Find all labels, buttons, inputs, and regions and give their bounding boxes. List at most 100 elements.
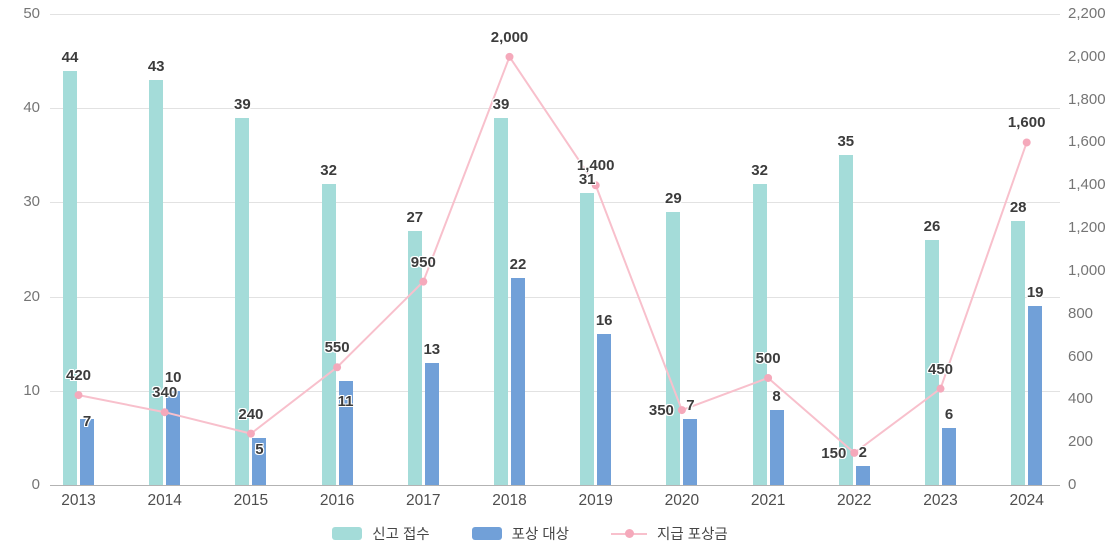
legend-label: 지급 포상금: [657, 527, 728, 543]
line-point[interactable]: [505, 52, 514, 61]
reward-amount-line: [78, 54, 1028, 455]
bar-reports-received[interactable]: [580, 192, 595, 485]
line-value-label: 240: [238, 405, 264, 423]
bar-reports-received[interactable]: [838, 155, 853, 485]
bar-value-label: 2: [858, 444, 867, 462]
bar-reports-received[interactable]: [63, 70, 77, 485]
line-value-label: 500: [755, 349, 781, 367]
bar-reward-targets[interactable]: [166, 390, 181, 485]
line-value-label: 950: [410, 253, 436, 271]
legend-item[interactable]: 신고 접수: [332, 523, 430, 544]
right-axis-tick: 200: [1068, 433, 1094, 451]
bar-value-label: 32: [751, 161, 768, 179]
bar-value-label: 16: [595, 312, 613, 330]
line-value-label: 150: [821, 444, 847, 462]
legend-line-marker: [611, 527, 648, 540]
bar-reward-targets[interactable]: [942, 428, 956, 485]
grid-line: [50, 14, 1060, 15]
bar-value-label: 7: [82, 413, 92, 431]
bar-reward-targets[interactable]: [511, 277, 525, 485]
x-axis-baseline: [50, 485, 1060, 486]
bar-reward-targets[interactable]: [855, 466, 870, 485]
x-axis-label: 2015: [233, 492, 269, 509]
legend-item[interactable]: 지급 포상금: [611, 523, 728, 544]
legend-label: 신고 접수: [372, 527, 430, 543]
legend-item[interactable]: 포상 대상: [471, 523, 570, 544]
x-axis-label: 2024: [1009, 492, 1044, 509]
line-value-label: 2,000: [490, 28, 529, 46]
legend-swatch: [332, 527, 363, 540]
line-point[interactable]: [1022, 138, 1031, 147]
grid-line: [50, 202, 1060, 204]
bar-value-label: 26: [923, 218, 941, 236]
right-axis-tick: 2,200: [1068, 5, 1106, 22]
bar-reward-targets[interactable]: [1028, 306, 1043, 485]
bar-reports-received[interactable]: [666, 211, 681, 485]
x-axis-label: 2022: [837, 492, 872, 509]
bar-value-label: 43: [147, 57, 165, 75]
bar-value-label: 39: [234, 95, 251, 113]
bar-value-label: 29: [665, 189, 682, 207]
line-value-label: 1,400: [576, 157, 615, 175]
line-value-label: 450: [927, 360, 954, 378]
right-axis-tick: 1,800: [1068, 90, 1106, 108]
bar-reward-targets[interactable]: [424, 362, 439, 485]
x-axis-label: 2013: [61, 492, 96, 509]
right-axis-tick: 1,400: [1068, 176, 1106, 194]
x-axis-label: 2017: [406, 492, 441, 509]
right-axis-tick: 1,000: [1068, 261, 1106, 279]
legend-dot: [625, 529, 635, 538]
bar-reward-targets[interactable]: [683, 419, 698, 485]
x-axis-label: 2021: [750, 492, 786, 509]
bar-reports-received[interactable]: [494, 117, 508, 485]
left-axis-tick: 20: [23, 287, 40, 305]
left-axis-tick: 30: [23, 193, 40, 211]
right-axis-tick: 1,600: [1068, 133, 1106, 151]
bar-value-label: 35: [837, 133, 855, 151]
bar-reports-received[interactable]: [752, 183, 767, 485]
bar-value-label: 31: [578, 170, 596, 188]
x-axis-label: 2020: [664, 492, 700, 509]
bar-value-label: 7: [686, 397, 695, 415]
right-axis-tick: 800: [1068, 304, 1094, 322]
bar-value-label: 13: [423, 340, 441, 358]
line-value-label: 340: [152, 384, 178, 402]
right-axis-tick: 2,000: [1068, 47, 1106, 65]
bar-value-label: 44: [61, 48, 79, 66]
grid-line: [50, 108, 1060, 110]
bar-value-label: 11: [337, 393, 354, 411]
bar-value-label: 10: [164, 368, 182, 386]
left-axis-tick: 50: [23, 5, 40, 22]
line-value-label: 420: [65, 367, 92, 385]
line-value-label: 1,600: [1007, 114, 1046, 132]
bar-value-label: 28: [1009, 199, 1027, 217]
right-axis-tick: 1,200: [1068, 219, 1106, 237]
x-axis-label: 2023: [923, 492, 958, 509]
line-value-label: 550: [324, 339, 350, 357]
bar-reports-received[interactable]: [235, 117, 250, 485]
bar-reports-received[interactable]: [149, 79, 164, 485]
grid-line: [50, 296, 1060, 298]
bar-value-label: 27: [406, 208, 424, 226]
grid-line: [50, 390, 1060, 392]
right-axis-tick: 400: [1068, 390, 1094, 408]
legend-label: 포상 대상: [511, 527, 570, 543]
bar-reward-targets[interactable]: [769, 409, 784, 485]
bar-value-label: 6: [944, 406, 954, 424]
bar-reports-received[interactable]: [1011, 221, 1026, 485]
legend-swatch: [471, 527, 502, 540]
line-value-label: 350: [648, 402, 674, 420]
bar-value-label: 5: [255, 440, 264, 458]
x-axis-label: 2016: [319, 492, 355, 509]
x-axis-label: 2019: [578, 492, 613, 509]
right-axis-tick: 600: [1068, 347, 1094, 365]
bar-value-label: 32: [320, 161, 337, 179]
x-axis-label: 2018: [492, 492, 527, 509]
bar-reports-received[interactable]: [321, 183, 336, 485]
bar-value-label: 22: [509, 255, 527, 273]
x-axis-label: 2014: [147, 492, 182, 509]
bar-reward-targets[interactable]: [597, 334, 612, 485]
bar-value-label: 19: [1026, 284, 1044, 302]
bar-value-label: 8: [772, 387, 781, 405]
